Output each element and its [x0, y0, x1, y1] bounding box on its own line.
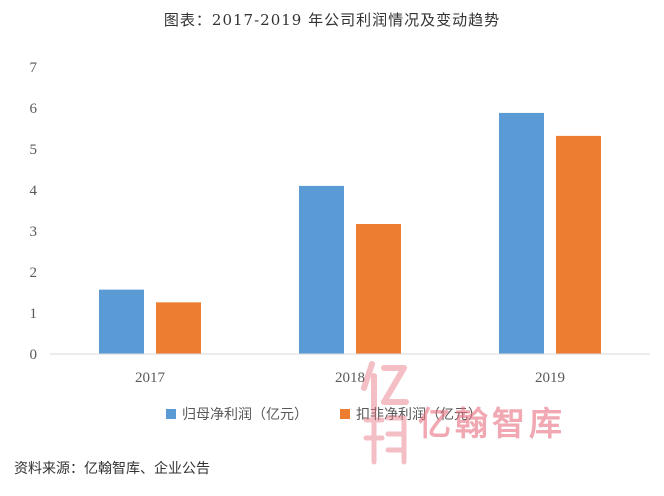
- bar-series-1-2017: [99, 289, 144, 354]
- legend-label-series-2: 扣非净利润（亿元）: [356, 407, 482, 423]
- legend-item-series-2: 扣非净利润（亿元）: [340, 404, 482, 424]
- source-note: 资料来源：亿翰智库、企业公告: [14, 461, 210, 477]
- x-tick-label: 2018: [335, 370, 365, 386]
- y-tick-label: 2: [30, 265, 38, 281]
- legend-item-series-1: 归母净利润（亿元）: [166, 404, 308, 424]
- y-tick-label: 7: [30, 60, 38, 76]
- bar-series-2-2019: [556, 135, 601, 354]
- bar-series-2-2018: [356, 224, 401, 354]
- y-tick-label: 5: [30, 142, 38, 158]
- watermark-logo: [361, 361, 409, 465]
- chart-title: 图表：2017-2019 年公司利润情况及变动趋势: [163, 11, 501, 29]
- watermark-text: 亿翰智库: [418, 404, 566, 443]
- legend-label-series-1: 归母净利润（亿元）: [182, 407, 308, 423]
- y-tick-label: 3: [30, 224, 38, 240]
- legend-swatch-series-1: [166, 409, 176, 419]
- y-tick-label: 4: [30, 183, 38, 199]
- y-tick-label: 1: [30, 306, 38, 322]
- bar-series-2-2017: [156, 302, 201, 354]
- x-tick-label: 2017: [135, 370, 166, 386]
- bar-series-1-2019: [499, 112, 544, 354]
- y-tick-label: 6: [30, 101, 38, 117]
- y-tick-label: 0: [30, 347, 38, 363]
- x-tick-label: 2019: [535, 370, 565, 386]
- bar-series-1-2018: [299, 185, 344, 354]
- legend-swatch-series-2: [340, 409, 350, 419]
